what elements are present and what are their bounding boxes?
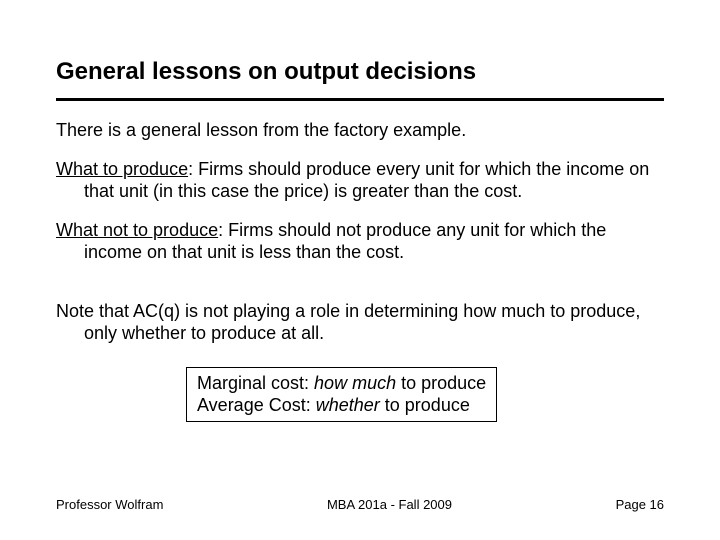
intro-paragraph: There is a general lesson from the facto… [56, 119, 664, 142]
footer-right: Page 16 [616, 497, 664, 512]
box-line-2: Average Cost: whether to produce [197, 394, 486, 417]
box-line-1: Marginal cost: how much to produce [197, 372, 486, 395]
what-not-to-produce-paragraph: What not to produce: Firms should not pr… [56, 219, 664, 264]
ac-note-paragraph: Note that AC(q) is not playing a role in… [56, 300, 664, 345]
slide-body: There is a general lesson from the facto… [56, 119, 664, 422]
summary-box: Marginal cost: how much to produce Avera… [186, 367, 497, 422]
box-l2-tail: to produce [380, 395, 470, 415]
what-to-produce-paragraph: What to produce: Firms should produce ev… [56, 158, 664, 203]
box-l1-italic: how much [314, 373, 396, 393]
box-l1-lead: Marginal cost: [197, 373, 314, 393]
footer-left: Professor Wolfram [56, 497, 163, 512]
slide: General lessons on output decisions Ther… [0, 0, 720, 540]
footer-center: MBA 201a - Fall 2009 [327, 497, 452, 512]
footer: Professor Wolfram MBA 201a - Fall 2009 P… [56, 497, 664, 512]
what-not-to-produce-label: What not to produce [56, 220, 218, 240]
slide-title: General lessons on output decisions [56, 58, 664, 101]
box-l2-lead: Average Cost: [197, 395, 316, 415]
what-to-produce-label: What to produce [56, 159, 188, 179]
box-l2-italic: whether [316, 395, 380, 415]
box-l1-tail: to produce [396, 373, 486, 393]
